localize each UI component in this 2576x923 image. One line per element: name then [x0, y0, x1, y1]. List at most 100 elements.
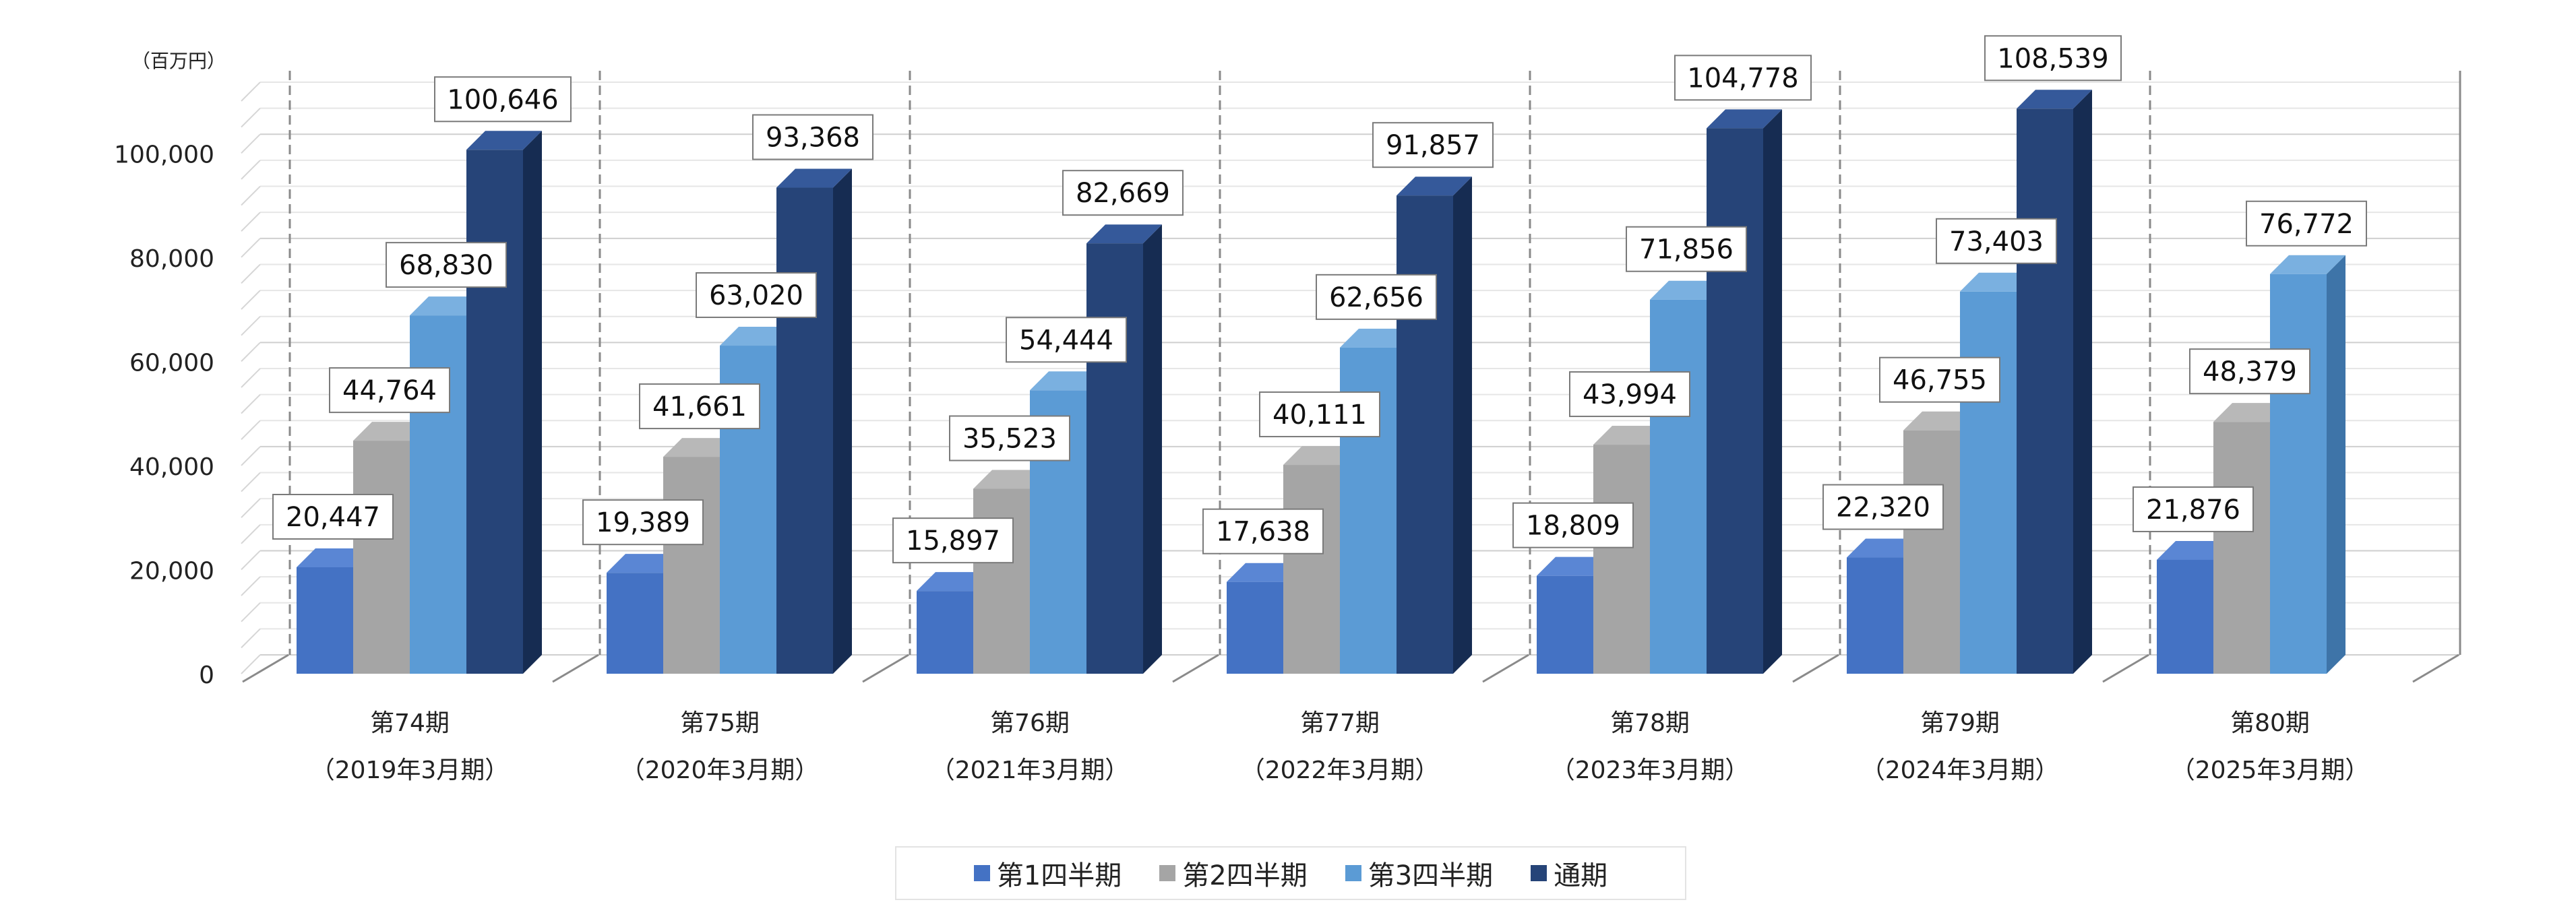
bar: [1283, 465, 1340, 674]
legend: 第1四半期 第2四半期 第3四半期 通期: [895, 846, 1686, 900]
bar: [297, 567, 353, 674]
bar: [1086, 243, 1143, 674]
data-label-box: [386, 242, 507, 288]
data-label: 91,857: [1386, 130, 1480, 161]
legend-label-q3: 第3四半期: [1368, 860, 1494, 891]
data-label-box: [1259, 391, 1380, 438]
y-tick-label: 100,000: [114, 141, 214, 168]
data-label: 76,772: [2259, 209, 2354, 240]
y-tick-label: 60,000: [129, 349, 214, 377]
gridline-side: [241, 498, 261, 518]
data-label: 48,379: [2203, 356, 2297, 387]
bar: [917, 591, 973, 674]
floor-diagonal: [1482, 654, 1529, 683]
x-tick-label-period: 第77期: [1300, 709, 1380, 737]
data-label-box: [2133, 486, 2254, 532]
floor-diagonal: [1172, 654, 1219, 683]
gridline-side: [241, 290, 261, 310]
legend-swatch-q1: [973, 865, 990, 881]
bar: [2017, 108, 2073, 674]
gridline-side: [241, 368, 261, 388]
floor-diagonal: [242, 654, 289, 683]
legend-swatch-q3: [1345, 865, 1361, 881]
bar: [1650, 299, 1707, 674]
data-label-box: [1569, 371, 1690, 418]
data-label: 44,764: [342, 375, 437, 406]
bar-side: [1763, 109, 1782, 674]
gridline-side: [241, 524, 261, 544]
floor-diagonal: [2102, 654, 2149, 683]
bar-side: [1453, 177, 1472, 674]
x-tick-label-period: 第75期: [680, 709, 760, 737]
data-label: 19,389: [596, 507, 690, 538]
data-label: 108,539: [1997, 43, 2108, 74]
data-label-box: [752, 114, 873, 160]
data-label-box: [1936, 218, 2057, 264]
data-label: 54,444: [1019, 325, 1113, 356]
data-label-box: [892, 517, 1014, 564]
bar-side: [2327, 255, 2345, 674]
data-label-box: [1202, 508, 1324, 554]
data-label: 41,661: [652, 391, 747, 422]
data-label-box: [1984, 35, 2122, 82]
bar: [1960, 291, 2017, 674]
data-label: 46,755: [1893, 365, 1987, 396]
data-label-box: [272, 494, 394, 540]
floor-diagonal: [552, 654, 599, 683]
floor-diagonal: [1792, 654, 1839, 683]
gridline-side: [241, 472, 261, 492]
gridline-side: [241, 263, 261, 284]
data-label: 73,403: [1949, 226, 2044, 257]
data-label-box: [434, 76, 572, 123]
bar: [466, 150, 523, 674]
bar: [353, 441, 410, 674]
bar-top: [776, 168, 852, 188]
bar-side: [523, 131, 542, 674]
bar: [607, 573, 663, 674]
bar: [1847, 557, 1903, 674]
legend-item-q1: 第1四半期: [973, 854, 1122, 893]
x-tick-label-period: 第79期: [1920, 709, 2000, 737]
gridline-side: [241, 185, 261, 206]
data-label-box: [1006, 317, 1127, 363]
gridline-side: [241, 160, 261, 180]
floor-diagonal: [862, 654, 909, 683]
gridline-side: [241, 238, 261, 258]
bar: [1593, 445, 1650, 674]
x-tick-label-fiscal-year: （2024年3月期）: [1861, 757, 2060, 784]
data-label-box: [1626, 226, 1747, 272]
legend-label-full-year: 通期: [1554, 860, 1608, 891]
data-label: 62,656: [1329, 282, 1423, 313]
legend-item-full-year: 通期: [1531, 854, 1607, 893]
y-tick-label: 80,000: [129, 245, 214, 273]
data-label: 43,994: [1583, 379, 1677, 410]
data-label-box: [2189, 348, 2310, 395]
bar: [1537, 575, 1593, 674]
data-label-box: [949, 415, 1070, 462]
data-label: 68,830: [399, 250, 493, 281]
data-label-box: [1316, 274, 1437, 320]
gridline-side: [241, 602, 261, 623]
x-tick-label-period: 第80期: [2230, 709, 2310, 737]
data-label-box: [1512, 502, 1634, 548]
x-tick-label-period: 第78期: [1610, 709, 1690, 737]
legend-label-q1: 第1四半期: [996, 860, 1122, 891]
x-tick-label-fiscal-year: （2021年3月期）: [931, 757, 1130, 784]
y-tick-label: 20,000: [129, 557, 214, 585]
x-tick-label-fiscal-year: （2019年3月期）: [311, 757, 510, 784]
bar: [2213, 422, 2270, 674]
gridline-side: [241, 628, 261, 649]
x-tick-label-period: 第76期: [990, 709, 1070, 737]
data-label: 82,669: [1076, 178, 1170, 209]
bar: [663, 457, 720, 674]
data-label: 104,778: [1687, 63, 1798, 94]
gridline-side: [241, 82, 261, 102]
legend-item-q2: 第2四半期: [1159, 854, 1308, 893]
bar: [1227, 581, 1283, 674]
data-label-box: [1062, 170, 1184, 216]
bar-top: [2017, 90, 2092, 109]
data-label: 15,897: [906, 526, 1000, 556]
bar-side: [2073, 90, 2092, 674]
y-tick-label: 40,000: [129, 453, 214, 481]
